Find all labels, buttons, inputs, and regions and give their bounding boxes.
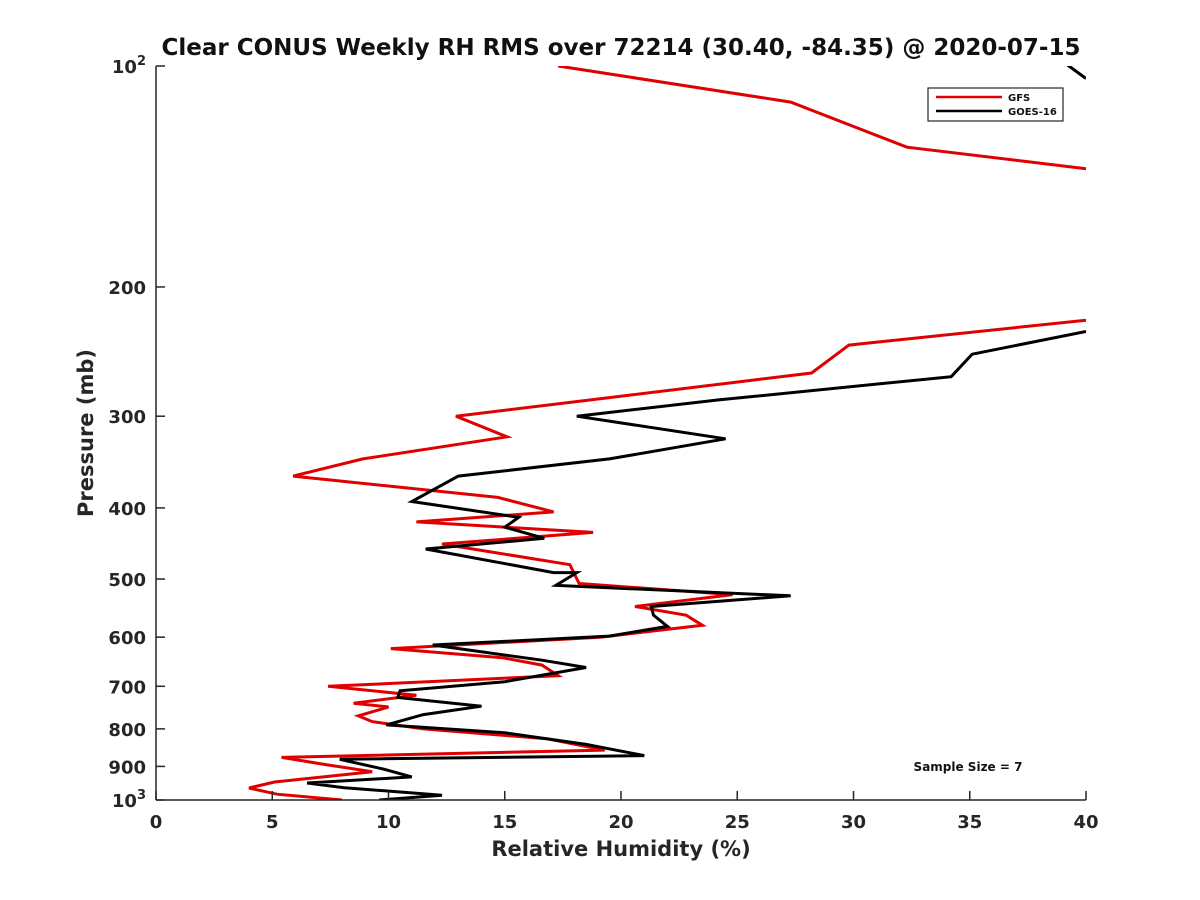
y-tick-label: 500	[108, 570, 146, 591]
y-tick-label: 800	[108, 720, 146, 741]
y-tick-label: 103	[112, 788, 146, 812]
x-axis-label: Relative Humidity (%)	[491, 837, 750, 861]
y-tick-label: 200	[108, 278, 146, 299]
legend-box	[927, 87, 1064, 122]
x-tick-label: 40	[1073, 812, 1098, 833]
y-tick-label: 700	[108, 677, 146, 698]
sample-size-annotation: Sample Size = 7	[914, 760, 1023, 774]
x-tick-label: 35	[957, 812, 982, 833]
plot-area	[155, 66, 1086, 801]
legend-label-goes-16: GOES-16	[1008, 107, 1057, 118]
y-tick-label: 600	[108, 628, 146, 649]
x-tick-label: 30	[841, 812, 866, 833]
chart-title: Clear CONUS Weekly RH RMS over 72214 (30…	[162, 35, 1081, 61]
y-tick-label: 300	[108, 407, 146, 428]
series-line-goes-16-1	[1066, 66, 1086, 80]
series-line-gfs-2	[248, 318, 1086, 800]
y-tick-label: 900	[108, 757, 146, 778]
x-tick-label: 5	[266, 812, 279, 833]
y-axis: 102 200 300 400 500 600 700 800 900 103	[108, 54, 165, 812]
y-tick-label: 102	[112, 54, 146, 78]
legend-label-gfs: GFS	[1008, 93, 1030, 104]
y-tick-label: 400	[108, 499, 146, 520]
y-axis-label: Pressure (mb)	[74, 349, 98, 517]
legend: GFS GOES-16	[927, 87, 1064, 122]
x-tick-label: 25	[725, 812, 750, 833]
x-tick-label: 0	[150, 812, 163, 833]
series-line-goes-16-2	[306, 330, 1086, 800]
series-line-gfs-1	[557, 66, 1086, 171]
x-tick-label: 20	[608, 812, 633, 833]
x-axis: 0 5 10 15 20 25 30 35 40	[150, 791, 1099, 833]
x-tick-label: 15	[492, 812, 517, 833]
x-tick-label: 10	[376, 812, 401, 833]
